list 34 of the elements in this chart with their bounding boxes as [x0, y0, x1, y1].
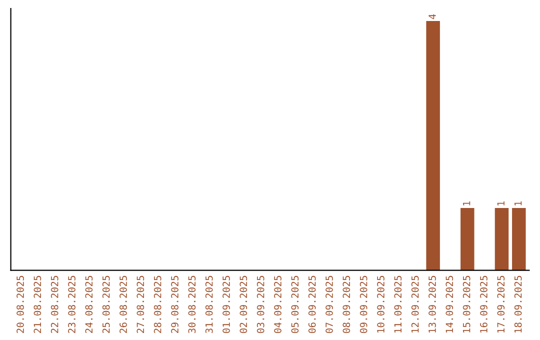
x-tick-label: 27.08.2025	[136, 276, 144, 333]
x-tick-label: 24.08.2025	[85, 276, 93, 333]
x-tick-label: 23.08.2025	[68, 276, 76, 333]
x-tick-label: 16.09.2025	[480, 276, 488, 333]
x-tick-label: 31.08.2025	[205, 276, 213, 334]
x-tick-label: 14.09.2025	[446, 276, 454, 333]
x-tick-label: 03.09.2025	[256, 276, 264, 334]
x-tick-label: 29.08.2025	[171, 276, 178, 333]
x-tick-label: 02.09.2025	[240, 276, 248, 334]
x-tick-label: 21.08.2025	[34, 276, 42, 333]
x-tick-label: 18.09.2025	[514, 276, 522, 333]
x-tick-label: 26.08.2025	[120, 276, 127, 333]
x-tick-label: 08.09.2025	[342, 276, 350, 334]
x-tick-label: 01.09.2025	[222, 276, 230, 334]
data-label: 4	[428, 14, 436, 20]
x-tick-label: 30.08.2025	[188, 276, 196, 334]
x-tick-label: 22.08.2025	[50, 276, 58, 333]
data-label: 1	[497, 201, 504, 206]
x-tick-label: 28.08.2025	[154, 276, 162, 333]
x-tick-label: 13.09.2025	[428, 276, 436, 333]
x-tick-label: 07.09.2025	[326, 276, 333, 334]
data-label: 1	[463, 201, 470, 206]
x-tick-label: 05.09.2025	[291, 276, 299, 334]
x-tick-label: 17.09.2025	[497, 276, 505, 333]
x-tick-label: 20.08.2025	[16, 276, 24, 333]
x-tick-label: 06.09.2025	[308, 276, 316, 334]
x-tick-label: 12.09.2025	[411, 276, 419, 333]
x-tick-label: 25.08.2025	[102, 276, 110, 333]
data-label: 1	[514, 201, 522, 206]
x-tick-label: 15.09.2025	[462, 276, 470, 333]
x-tick-label: 11.09.2025	[394, 276, 402, 333]
x-tick-label: 10.09.2025	[377, 276, 384, 333]
x-tick-label: 09.09.2025	[360, 276, 368, 334]
x-tick-label: 04.09.2025	[274, 276, 282, 334]
